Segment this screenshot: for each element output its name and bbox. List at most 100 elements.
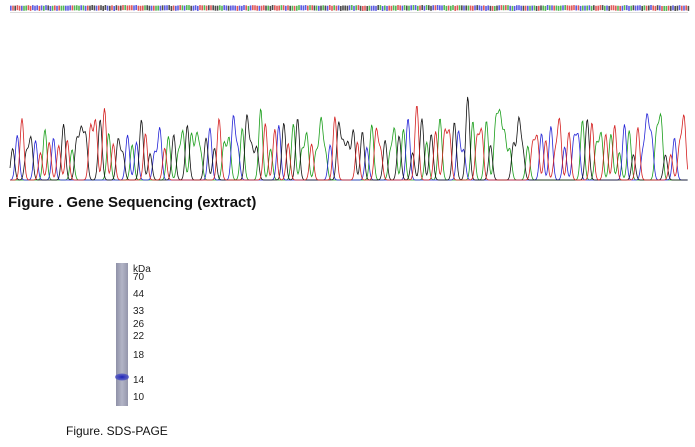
base-glyph (463, 5, 465, 11)
base-glyph (133, 5, 135, 11)
base-glyph (161, 5, 164, 11)
base-glyph (615, 5, 617, 11)
base-glyph (159, 5, 162, 11)
base-glyph (219, 5, 221, 11)
base-glyph (423, 5, 426, 11)
base-glyph (502, 5, 505, 11)
base-glyph (362, 5, 364, 11)
base-glyph (91, 5, 93, 11)
base-glyph (82, 5, 85, 11)
base-glyph (483, 5, 485, 11)
base-glyph (157, 5, 159, 11)
base-glyph (234, 5, 236, 11)
base-glyph (104, 5, 107, 11)
base-glyph (291, 5, 294, 11)
base-glyph (282, 5, 285, 11)
base-glyph (155, 5, 157, 11)
base-glyph (551, 5, 553, 11)
base-glyph (232, 5, 234, 11)
marker-label: 14 (133, 375, 145, 386)
base-glyph (529, 5, 531, 11)
base-glyph (113, 5, 115, 11)
base-glyph (428, 5, 430, 11)
base-glyph (597, 5, 599, 11)
base-glyph (500, 5, 503, 11)
base-glyph (560, 5, 562, 11)
base-glyph (27, 5, 30, 11)
base-glyph (553, 5, 555, 11)
base-glyph (496, 5, 498, 11)
base-glyph (10, 5, 12, 11)
base-glyph (410, 5, 412, 11)
base-glyph (190, 5, 192, 11)
base-glyph (441, 5, 443, 11)
base-glyph (584, 5, 586, 11)
base-glyph (216, 5, 219, 11)
base-glyph (212, 5, 214, 11)
base-glyph (40, 5, 43, 11)
base-glyph (276, 5, 278, 11)
base-glyph (667, 5, 670, 11)
base-glyph (685, 5, 687, 11)
base-glyph (289, 5, 291, 11)
base-glyph (599, 5, 602, 11)
base-glyph (34, 5, 36, 11)
base-glyph (230, 5, 232, 11)
base-glyph (278, 5, 280, 11)
base-glyph (401, 5, 404, 11)
base-glyph (326, 5, 329, 11)
base-glyph (491, 5, 494, 11)
base-glyph (564, 5, 566, 11)
base-glyph (285, 5, 287, 11)
base-glyph (366, 5, 368, 11)
base-glyph (516, 5, 518, 11)
base-glyph (641, 5, 643, 11)
base-glyph (60, 5, 63, 11)
base-glyph (472, 5, 474, 11)
base-glyph (670, 5, 672, 11)
base-glyph (192, 5, 195, 11)
base-glyph (76, 5, 78, 11)
base-glyph (621, 5, 624, 11)
base-glyph (263, 5, 265, 11)
base-glyph (84, 5, 87, 11)
base-glyph (645, 5, 648, 11)
base-glyph (309, 5, 311, 11)
gel-unit: kDa (133, 264, 151, 275)
base-glyph (256, 5, 258, 11)
base-glyph (302, 5, 305, 11)
base-glyph (357, 5, 360, 11)
base-glyph (208, 5, 210, 11)
base-glyph (227, 5, 230, 11)
sequence-strip (10, 5, 690, 13)
base-glyph (368, 5, 371, 11)
base-glyph (346, 5, 349, 11)
base-glyph (126, 5, 129, 11)
base-glyph (637, 5, 639, 11)
base-glyph (25, 5, 27, 11)
base-glyph (12, 5, 14, 11)
marker-label: 26 (133, 319, 145, 330)
base-glyph (610, 5, 613, 11)
base-glyph (384, 5, 386, 11)
base-glyph (568, 5, 571, 11)
base-glyph (370, 5, 373, 11)
base-glyph (390, 5, 393, 11)
base-glyph (392, 5, 395, 11)
base-glyph (293, 5, 296, 11)
base-glyph (674, 5, 676, 11)
base-glyph (296, 5, 298, 11)
base-glyph (476, 5, 478, 11)
base-glyph (364, 5, 366, 11)
base-glyph (659, 5, 661, 11)
base-glyph (672, 5, 674, 11)
base-glyph (533, 5, 536, 11)
base-glyph (36, 5, 38, 11)
base-glyph (447, 5, 450, 11)
base-glyph (241, 5, 243, 11)
base-glyph (131, 5, 133, 11)
base-glyph (245, 5, 247, 11)
base-glyph (80, 5, 82, 11)
